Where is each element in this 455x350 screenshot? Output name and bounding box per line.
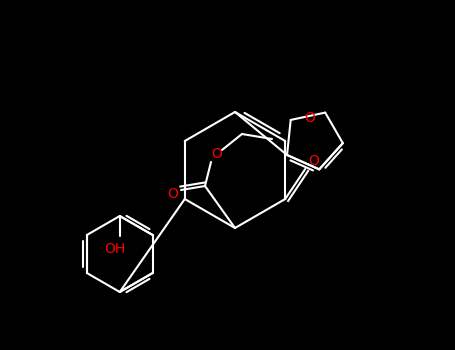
Text: O: O [304, 111, 315, 125]
Text: O: O [167, 187, 178, 201]
Text: O: O [212, 147, 222, 161]
Text: O: O [308, 154, 318, 168]
Text: OH: OH [104, 242, 126, 256]
